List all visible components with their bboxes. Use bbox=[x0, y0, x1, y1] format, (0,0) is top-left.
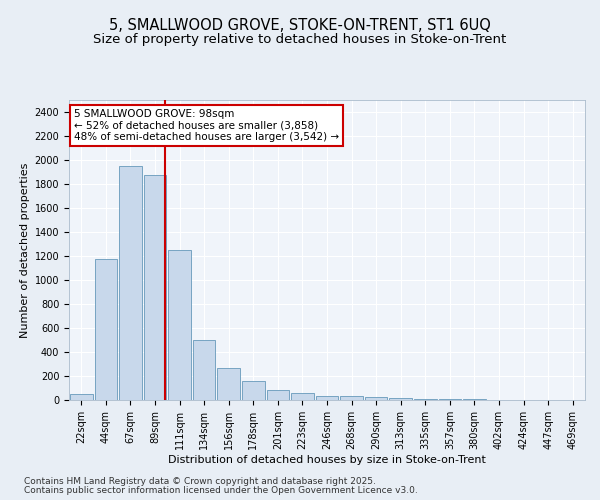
Bar bbox=[340, 396, 363, 400]
Bar bbox=[143, 175, 166, 400]
Text: Contains HM Land Registry data © Crown copyright and database right 2025.: Contains HM Land Registry data © Crown c… bbox=[24, 477, 376, 486]
Bar bbox=[242, 382, 265, 400]
Text: 5 SMALLWOOD GROVE: 98sqm
← 52% of detached houses are smaller (3,858)
48% of sem: 5 SMALLWOOD GROVE: 98sqm ← 52% of detach… bbox=[74, 109, 339, 142]
Bar bbox=[119, 166, 142, 400]
Bar bbox=[389, 398, 412, 400]
X-axis label: Distribution of detached houses by size in Stoke-on-Trent: Distribution of detached houses by size … bbox=[168, 454, 486, 464]
Bar bbox=[193, 340, 215, 400]
Bar bbox=[217, 368, 240, 400]
Bar bbox=[365, 397, 388, 400]
Bar bbox=[291, 393, 314, 400]
Bar bbox=[266, 390, 289, 400]
Bar bbox=[414, 399, 437, 400]
Text: 5, SMALLWOOD GROVE, STOKE-ON-TRENT, ST1 6UQ: 5, SMALLWOOD GROVE, STOKE-ON-TRENT, ST1 … bbox=[109, 18, 491, 32]
Y-axis label: Number of detached properties: Number of detached properties bbox=[20, 162, 31, 338]
Text: Contains public sector information licensed under the Open Government Licence v3: Contains public sector information licen… bbox=[24, 486, 418, 495]
Text: Size of property relative to detached houses in Stoke-on-Trent: Size of property relative to detached ho… bbox=[94, 32, 506, 46]
Bar bbox=[95, 259, 117, 400]
Bar bbox=[316, 396, 338, 400]
Bar bbox=[168, 250, 191, 400]
Bar bbox=[70, 394, 92, 400]
